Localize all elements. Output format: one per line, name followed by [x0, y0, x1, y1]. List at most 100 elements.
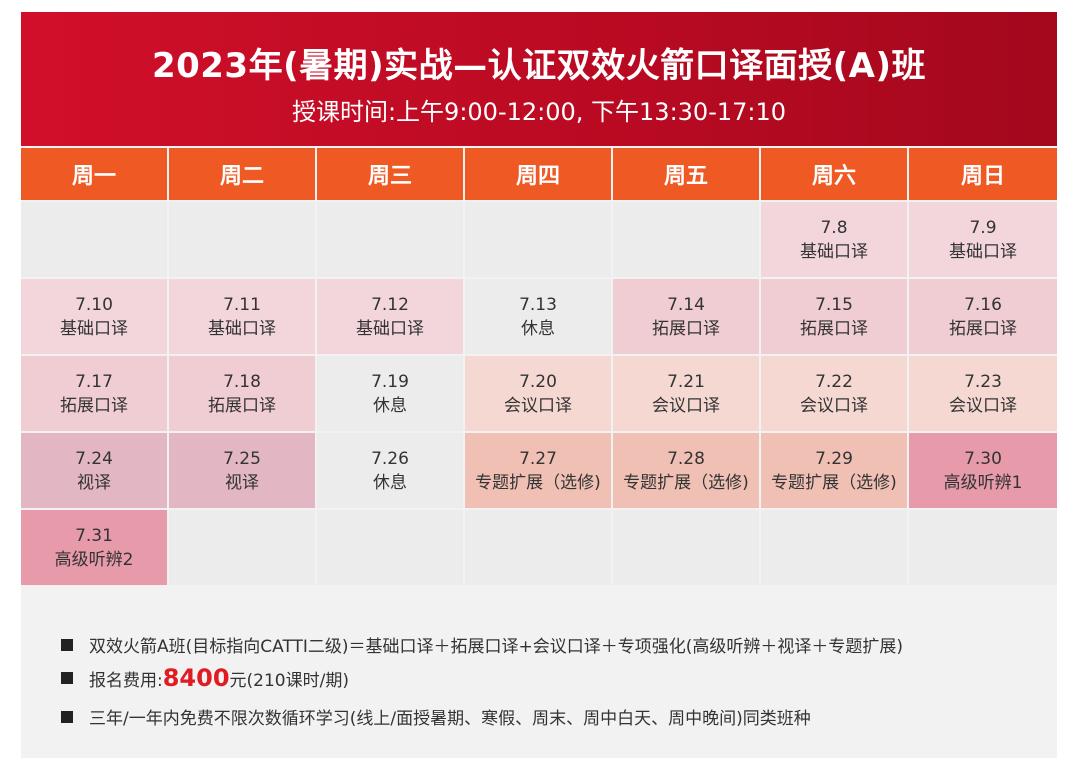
- day-course: 拓展口译: [208, 395, 276, 416]
- weekday-wed: 周三: [317, 148, 463, 200]
- day-date: 7.21: [667, 371, 705, 392]
- calendar-day-cell: 7.30 高级听辨1: [909, 433, 1057, 508]
- day-date: 7.31: [75, 525, 113, 546]
- calendar-day-cell: 7.8 基础口译: [761, 202, 907, 277]
- day-date: 7.13: [519, 294, 557, 315]
- day-course: 拓展口译: [800, 318, 868, 339]
- day-date: 7.11: [223, 294, 261, 315]
- note-course-composition: 双效火箭A班(目标指向CATTI二级)＝基础口译＋拓展口译+会议口译＋专项强化(…: [61, 632, 903, 657]
- day-course: 休息: [373, 472, 407, 493]
- calendar-day-cell: 7.14 拓展口译: [613, 279, 759, 354]
- calendar-day-cell: 7.18 拓展口译: [169, 356, 315, 431]
- fee-price: 8400: [162, 664, 230, 692]
- day-course: 会议口译: [504, 395, 572, 416]
- day-course: 基础口译: [800, 241, 868, 262]
- calendar-week-row: 7.31 高级听辨2: [21, 510, 1057, 585]
- day-course: 会议口译: [949, 395, 1017, 416]
- day-date: 7.10: [75, 294, 113, 315]
- calendar-day-cell: 7.31 高级听辨2: [21, 510, 167, 585]
- calendar-empty-cell: [169, 202, 315, 277]
- fee-suffix: 元(210课时/期): [229, 670, 349, 691]
- calendar-day-cell: 7.19 休息: [317, 356, 463, 431]
- page-title: 2023年(暑期)实战—认证双效火箭口译面授(A)班: [151, 46, 927, 86]
- day-date: 7.22: [815, 371, 853, 392]
- note-fee: 报名费用: 8400 元(210课时/期): [61, 664, 349, 692]
- calendar-grid: 7.8 基础口译 7.9 基础口译 7.10 基础口译 7.11 基础口译 7.12 基础口译 7.…: [21, 202, 1057, 587]
- note-text: 三年/一年内免费不限次数循环学习(线上/面授暑期、寒假、周末、周中白天、周中晚间…: [89, 709, 811, 729]
- day-date: 7.19: [371, 371, 409, 392]
- weekday-mon: 周一: [21, 148, 167, 200]
- day-course: 基础口译: [356, 318, 424, 339]
- calendar-day-cell: 7.13 休息: [465, 279, 611, 354]
- calendar-day-cell: 7.28 专题扩展（选修): [613, 433, 759, 508]
- weekday-sat: 周六: [761, 148, 907, 200]
- calendar-empty-cell: [317, 510, 463, 585]
- day-course: 基础口译: [949, 241, 1017, 262]
- day-date: 7.23: [964, 371, 1002, 392]
- weekday-sun: 周日: [909, 148, 1057, 200]
- day-date: 7.30: [964, 448, 1002, 469]
- day-date: 7.16: [964, 294, 1002, 315]
- calendar-day-cell: 7.26 休息: [317, 433, 463, 508]
- day-course: 基础口译: [208, 318, 276, 339]
- calendar-day-cell: 7.24 视译: [21, 433, 167, 508]
- day-course: 会议口译: [652, 395, 720, 416]
- weekday-fri: 周五: [613, 148, 759, 200]
- day-date: 7.8: [820, 217, 848, 238]
- calendar-empty-cell: [465, 202, 611, 277]
- day-date: 7.26: [371, 448, 409, 469]
- calendar-day-cell: 7.21 会议口译: [613, 356, 759, 431]
- day-course: 视译: [77, 472, 111, 493]
- calendar-empty-cell: [761, 510, 907, 585]
- day-course: 视译: [225, 472, 259, 493]
- day-date: 7.17: [75, 371, 113, 392]
- bullet-square-icon: [61, 710, 73, 723]
- day-course: 拓展口译: [652, 318, 720, 339]
- calendar-empty-cell: [613, 202, 759, 277]
- calendar-day-cell: 7.29 专题扩展（选修): [761, 433, 907, 508]
- calendar-empty-cell: [613, 510, 759, 585]
- calendar-day-cell: 7.9 基础口译: [909, 202, 1057, 277]
- calendar-day-cell: 7.20 会议口译: [465, 356, 611, 431]
- day-date: 7.27: [519, 448, 557, 469]
- day-date: 7.29: [815, 448, 853, 469]
- day-course: 休息: [521, 318, 555, 339]
- schedule-card: 2023年(暑期)实战—认证双效火箭口译面授(A)班 授课时间:上午9:00-1…: [21, 12, 1057, 758]
- day-date: 7.20: [519, 371, 557, 392]
- day-date: 7.15: [815, 294, 853, 315]
- fee-label: 报名费用:: [89, 670, 163, 691]
- calendar-empty-cell: [317, 202, 463, 277]
- day-date: 7.18: [223, 371, 261, 392]
- day-date: 7.12: [371, 294, 409, 315]
- day-course: 专题扩展（选修): [771, 472, 897, 493]
- day-course: 基础口译: [60, 318, 128, 339]
- weekday-header-row: 周一 周二 周三 周四 周五 周六 周日: [21, 148, 1057, 200]
- day-course: 高级听辨1: [943, 472, 1023, 493]
- calendar-day-cell: 7.11 基础口译: [169, 279, 315, 354]
- day-course: 高级听辨2: [54, 549, 134, 570]
- calendar-day-cell: 7.27 专题扩展（选修): [465, 433, 611, 508]
- calendar-day-cell: 7.17 拓展口译: [21, 356, 167, 431]
- day-date: 7.14: [667, 294, 705, 315]
- note-free-repeat: 三年/一年内免费不限次数循环学习(线上/面授暑期、寒假、周末、周中白天、周中晚间…: [61, 704, 811, 729]
- calendar-day-cell: 7.12 基础口译: [317, 279, 463, 354]
- calendar-empty-cell: [909, 510, 1057, 585]
- calendar-day-cell: 7.16 拓展口译: [909, 279, 1057, 354]
- note-text: 双效火箭A班(目标指向CATTI二级)＝基础口译＋拓展口译+会议口译＋专项强化(…: [89, 637, 904, 657]
- day-course: 专题扩展（选修): [475, 472, 601, 493]
- schedule-header: 2023年(暑期)实战—认证双效火箭口译面授(A)班 授课时间:上午9:00-1…: [21, 12, 1057, 146]
- class-time: 授课时间:上午9:00-12:00, 下午13:30-17:10: [291, 98, 787, 126]
- calendar-day-cell: 7.23 会议口译: [909, 356, 1057, 431]
- bullet-square-icon: [61, 672, 73, 684]
- calendar-week-row: 7.24 视译 7.25 视译 7.26 休息 7.27 专题扩展（选修) 7.28 专题扩展（选…: [21, 433, 1057, 508]
- calendar-week-row: 7.10 基础口译 7.11 基础口译 7.12 基础口译 7.13 休息 7.14 拓展口译 7.…: [21, 279, 1057, 354]
- day-course: 专题扩展（选修): [623, 472, 749, 493]
- calendar-day-cell: 7.25 视译: [169, 433, 315, 508]
- day-date: 7.28: [667, 448, 705, 469]
- weekday-thu: 周四: [465, 148, 611, 200]
- calendar-empty-cell: [169, 510, 315, 585]
- day-course: 休息: [373, 395, 407, 416]
- calendar-week-row: 7.8 基础口译 7.9 基础口译: [21, 202, 1057, 277]
- day-date: 7.24: [75, 448, 113, 469]
- day-course: 拓展口译: [949, 318, 1017, 339]
